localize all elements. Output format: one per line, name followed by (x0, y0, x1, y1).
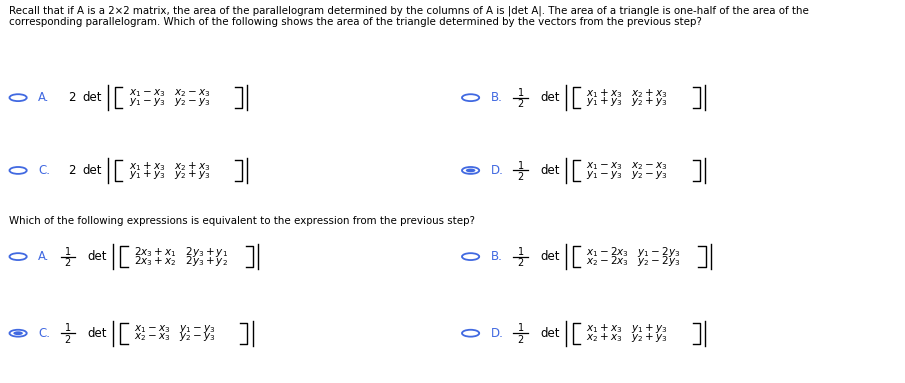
Text: corresponding parallelogram. Which of the following shows the area of the triang: corresponding parallelogram. Which of th… (9, 17, 702, 27)
Text: $x_1-x_3 \quad y_1-y_3$: $x_1-x_3 \quad y_1-y_3$ (134, 323, 215, 335)
Text: det: det (540, 164, 560, 177)
Text: $1$: $1$ (517, 321, 524, 334)
Text: det: det (540, 250, 560, 263)
Text: $2$: $2$ (64, 333, 71, 345)
Text: $2x_3+x_2 \quad 2y_3+y_2$: $2x_3+x_2 \quad 2y_3+y_2$ (134, 254, 228, 268)
Text: $x_1+x_3 \quad x_2+x_3$: $x_1+x_3 \quad x_2+x_3$ (586, 87, 668, 100)
Text: $1$: $1$ (64, 245, 71, 257)
Text: $2$: $2$ (517, 333, 524, 345)
Text: $x_1-x_3 \quad x_2-x_3$: $x_1-x_3 \quad x_2-x_3$ (586, 160, 668, 172)
Text: det: det (82, 164, 102, 177)
Text: $x_2-2x_3 \quad y_2-2y_3$: $x_2-2x_3 \quad y_2-2y_3$ (586, 254, 681, 268)
Text: $x_2+x_3 \quad y_2+y_3$: $x_2+x_3 \quad y_2+y_3$ (586, 331, 668, 344)
Text: $2$: $2$ (517, 256, 524, 268)
Ellipse shape (466, 169, 475, 172)
Text: $x_1-2x_3 \quad y_1-2y_3$: $x_1-2x_3 \quad y_1-2y_3$ (586, 246, 681, 259)
Text: $x_1+x_3 \quad x_2+x_3$: $x_1+x_3 \quad x_2+x_3$ (129, 160, 210, 173)
Text: $2$: $2$ (517, 170, 524, 182)
Text: $2x_3+x_1 \quad 2y_3+y_1$: $2x_3+x_1 \quad 2y_3+y_1$ (134, 246, 228, 259)
Text: det: det (82, 91, 102, 104)
Text: $2$: $2$ (68, 164, 76, 177)
Text: D.: D. (491, 327, 503, 340)
Text: C.: C. (38, 327, 50, 340)
Text: C.: C. (38, 164, 50, 177)
Text: $y_1+y_3 \quad y_2+y_3$: $y_1+y_3 \quad y_2+y_3$ (129, 168, 210, 181)
Text: Which of the following expressions is equivalent to the expression from the prev: Which of the following expressions is eq… (9, 216, 475, 226)
Text: det: det (88, 327, 108, 340)
Text: A.: A. (38, 250, 50, 263)
Text: $2$: $2$ (68, 91, 76, 104)
Text: det: det (540, 327, 560, 340)
Text: B.: B. (491, 250, 502, 263)
Text: $y_1+y_3 \quad y_2+y_3$: $y_1+y_3 \quad y_2+y_3$ (586, 95, 668, 108)
Text: det: det (540, 91, 560, 104)
Text: D.: D. (491, 164, 503, 177)
Text: det: det (88, 250, 108, 263)
Text: B.: B. (491, 91, 502, 104)
Text: A.: A. (38, 91, 50, 104)
Text: $y_1-y_3 \quad y_2-y_3$: $y_1-y_3 \quad y_2-y_3$ (129, 96, 210, 108)
Text: $1$: $1$ (517, 245, 524, 257)
Ellipse shape (14, 331, 23, 335)
Text: $y_1-y_3 \quad y_2-y_3$: $y_1-y_3 \quad y_2-y_3$ (586, 169, 668, 181)
Text: $2$: $2$ (64, 256, 71, 268)
Text: $x_1-x_3 \quad x_2-x_3$: $x_1-x_3 \quad x_2-x_3$ (129, 88, 210, 99)
Text: $1$: $1$ (517, 159, 524, 171)
Text: $1$: $1$ (64, 321, 71, 334)
Text: $1$: $1$ (517, 86, 524, 98)
Text: $x_1+x_3 \quad y_1+y_3$: $x_1+x_3 \quad y_1+y_3$ (586, 322, 668, 336)
Text: $2$: $2$ (517, 97, 524, 110)
Text: $x_2-x_3 \quad y_2-y_3$: $x_2-x_3 \quad y_2-y_3$ (134, 331, 215, 344)
Text: Recall that if A is a 2×2 matrix, the area of the parallelogram determined by th: Recall that if A is a 2×2 matrix, the ar… (9, 6, 809, 16)
